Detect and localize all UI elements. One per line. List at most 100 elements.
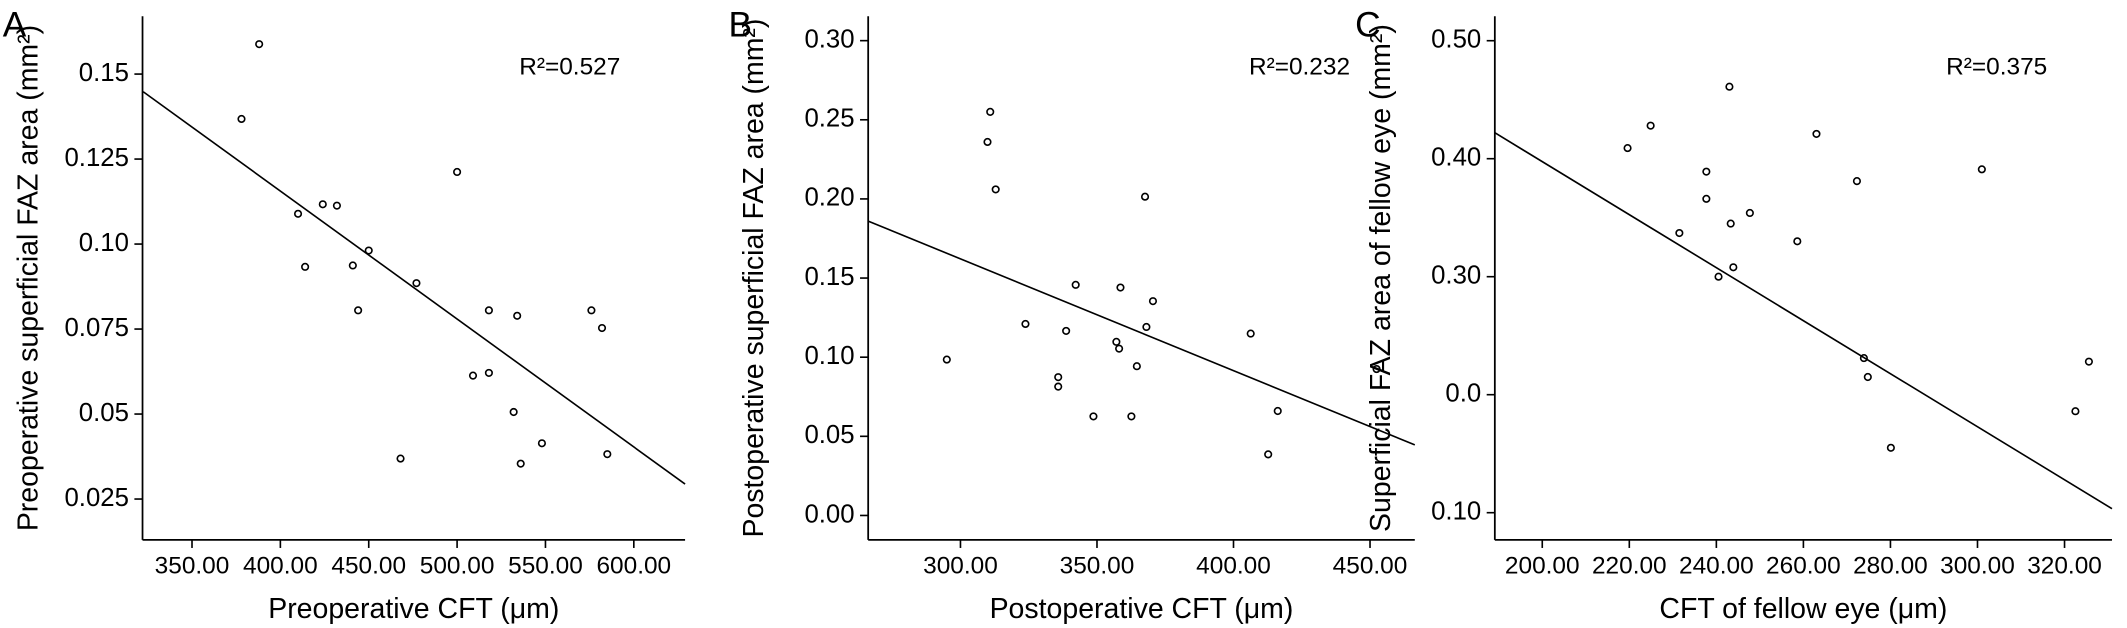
y-tick-label: 0.50	[1431, 26, 1481, 54]
data-point	[1812, 129, 1821, 138]
x-tick-label: 200.00	[1505, 552, 1580, 579]
x-tick-label: 280.00	[1853, 552, 1928, 579]
y-tick-label: 0.00	[804, 500, 854, 528]
data-point	[396, 454, 405, 463]
data-point	[603, 450, 612, 459]
data-point	[537, 439, 546, 448]
x-tick-label: 400.00	[243, 552, 318, 579]
data-point	[587, 306, 596, 315]
y-tick-label: 0.10	[804, 342, 854, 370]
data-point	[1675, 228, 1684, 238]
x-tick-label: 240.00	[1679, 552, 1754, 579]
y-tick-label: 0.40	[1431, 144, 1481, 172]
y-tick-label: 0.075	[64, 314, 128, 342]
data-point	[453, 167, 462, 177]
data-point	[942, 355, 951, 364]
data-point	[468, 371, 478, 380]
data-point	[1859, 354, 1868, 363]
data-point	[1726, 219, 1735, 228]
data-point	[1852, 177, 1862, 186]
x-tick-label: 350.00	[1060, 552, 1135, 579]
data-point	[516, 459, 525, 468]
data-point	[237, 114, 246, 124]
y-tick-label: 0.05	[79, 399, 129, 427]
data-point	[1702, 167, 1711, 176]
x-tick-label: 450.00	[331, 552, 406, 579]
data-point	[1886, 443, 1895, 452]
x-tick-label: 400.00	[1196, 552, 1271, 579]
data-point	[1021, 319, 1030, 329]
x-tick-label: 550.00	[508, 552, 583, 579]
y-tick-label: 0.30	[1431, 262, 1481, 290]
panel: 0.30 0.25 0.20 0.15 0.10 0.05 0.00 300.00 350.00…	[728, 5, 1416, 625]
panel: 0.50 0.40 0.30 0.0 0.10 200.00 220.00 240.00 260…	[1355, 5, 2113, 625]
data-point	[986, 107, 995, 116]
y-tick-label: 0.125	[64, 144, 128, 172]
data-point	[991, 185, 1000, 194]
data-point	[1702, 194, 1711, 203]
x-tick-label: 220.00	[1592, 552, 1667, 579]
data-point	[1273, 406, 1282, 416]
data-point	[983, 137, 992, 147]
data-point	[1977, 165, 1986, 174]
data-point	[509, 407, 518, 417]
panel-letter: C	[1355, 5, 1380, 44]
data-point	[1132, 362, 1141, 371]
y-tick-label: 0.15	[804, 263, 854, 291]
data-point	[293, 209, 303, 218]
data-point	[364, 246, 373, 255]
data-point	[318, 200, 327, 209]
data-point	[484, 368, 493, 377]
data-point	[1714, 272, 1723, 281]
data-point	[348, 261, 357, 270]
data-point	[513, 311, 522, 320]
y-tick-label: 0.0	[1445, 380, 1481, 408]
panel-letter: B	[728, 5, 752, 44]
annotation: R²=0.232	[1249, 53, 1350, 80]
data-point	[1729, 263, 1738, 272]
data-point	[1127, 412, 1136, 421]
y-axis-label: Superficial FAZ area of fellow eye (mm²)	[1365, 24, 1397, 532]
data-point	[1071, 280, 1080, 289]
data-point	[1793, 237, 1802, 246]
data-point	[332, 201, 341, 210]
x-tick-label: 600.00	[596, 552, 671, 579]
data-point	[1745, 208, 1754, 218]
data-point	[1246, 329, 1255, 338]
data-point	[1116, 283, 1125, 292]
x-tick-label: 320.00	[2027, 552, 2102, 579]
data-point	[1372, 364, 1381, 374]
fit-line	[867, 220, 1416, 446]
panel: 0.15 0.125 0.10 0.075 0.05 0.025 350.00 400.00 4…	[3, 5, 686, 625]
data-point	[1054, 373, 1063, 382]
x-axis-label: CFT of fellow eye (μm)	[1659, 593, 1947, 625]
fit-line	[142, 91, 686, 485]
y-axis-label: Postoperative superficial FAZ area (mm²)	[738, 19, 770, 538]
y-tick-label: 0.15	[79, 59, 129, 87]
panel-letter: A	[3, 5, 27, 44]
y-tick-label: 0.025	[64, 484, 128, 512]
data-point	[1089, 412, 1098, 421]
x-tick-label: 300.00	[1940, 552, 2015, 579]
x-axis-label: Preoperative CFT (μm)	[268, 593, 559, 625]
data-point	[354, 306, 363, 315]
data-point	[1264, 450, 1273, 459]
data-point	[1112, 337, 1121, 346]
data-point	[1646, 121, 1655, 130]
data-point	[2084, 357, 2093, 366]
data-point	[597, 323, 607, 333]
data-point	[484, 306, 493, 315]
data-point	[1863, 372, 1872, 382]
y-tick-label: 0.20	[804, 184, 854, 212]
x-tick-label: 300.00	[923, 552, 998, 579]
data-point	[1062, 326, 1071, 335]
y-tick-label: 0.05	[804, 421, 854, 449]
y-axis-label: Preoperative superficial FAZ area (mm²)	[12, 25, 44, 531]
y-tick-label: 0.25	[804, 105, 854, 133]
data-point	[1148, 297, 1158, 306]
annotation: R²=0.375	[1946, 53, 2047, 80]
data-point	[255, 40, 264, 49]
x-tick-label: 260.00	[1766, 552, 1841, 579]
y-tick-label: 0.30	[804, 25, 854, 53]
